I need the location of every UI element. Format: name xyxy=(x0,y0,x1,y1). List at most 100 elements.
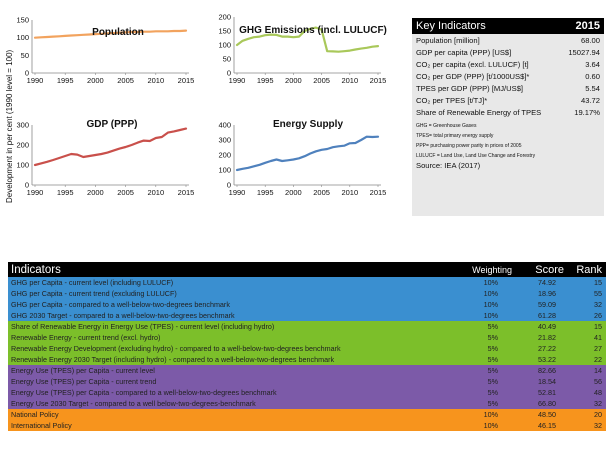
x-tick-label: 2010 xyxy=(147,188,164,197)
indicator-rank: 22 xyxy=(594,355,602,364)
key-indicator-label: GDP per capita (PPP) [US$] xyxy=(416,47,512,57)
key-indicator-row: Population [million] 68.00 xyxy=(412,34,604,46)
key-indicators-year: 2015 xyxy=(575,20,600,32)
chart-title: GDP (PPP) xyxy=(87,119,138,130)
key-indicator-note: GHG = Greenhouse Gases xyxy=(416,123,477,129)
indicator-rank: 15 xyxy=(594,322,602,331)
indicator-weighting: 10% xyxy=(483,289,498,298)
key-indicator-value: 5.54 xyxy=(585,83,600,93)
key-indicator-value: 3.64 xyxy=(585,59,600,69)
x-tick-label: 1990 xyxy=(27,76,44,85)
indicator-weighting: 5% xyxy=(487,322,498,331)
chart-panel: 0 50 100 150 1990 1995 2000 2005 2010 2015 Populat… xyxy=(16,16,194,86)
y-tick-label: 300 xyxy=(16,121,29,130)
series-line xyxy=(33,127,188,167)
indicators-header: Indicators Weighting Score Rank xyxy=(8,262,606,277)
y-tick-label: 50 xyxy=(21,51,29,60)
indicator-label: Share of Renewable Energy in Energy Use … xyxy=(11,322,275,331)
indicator-row: Renewable Energy Development (excluding … xyxy=(8,343,606,354)
key-indicators-rows: Population [million] 68.00 GDP per capita … xyxy=(412,34,604,118)
y-tick-label: 0 xyxy=(227,181,231,190)
indicator-weighting: 10% xyxy=(483,410,498,419)
key-indicator-label: Share of Renewable Energy of TPES xyxy=(416,107,542,117)
key-indicator-note: LULUCF = Land Use, Land Use Change and F… xyxy=(416,153,536,159)
indicator-score: 27.22 xyxy=(538,344,556,353)
indicator-weighting: 5% xyxy=(487,344,498,353)
x-tick-label: 2005 xyxy=(313,76,330,85)
x-tick-label: 2015 xyxy=(178,76,195,85)
x-tick-label: 1990 xyxy=(27,188,44,197)
indicator-label: Renewable Energy 2030 Target (including … xyxy=(11,355,335,364)
y-axis-label: Development in per cent (1990 level = 10… xyxy=(5,49,14,203)
indicator-label: GHG per Capita - current level (includin… xyxy=(11,278,174,287)
indicator-row: Energy Use (TPES) per Capita - current l… xyxy=(8,365,606,376)
chart-panel: 0 100 200 300 1990 1995 2000 2005 2010 2015 GDP (P… xyxy=(16,119,194,197)
indicators-header-rank: Rank xyxy=(576,263,602,276)
x-tick-label: 2000 xyxy=(285,188,302,197)
indicator-label: Renewable Energy Development (excluding … xyxy=(11,344,341,353)
key-indicator-label: TPES per GDP (PPP) [MJ/US$] xyxy=(416,83,524,93)
indicator-row: GHG 2030 Target - compared to a well-bel… xyxy=(8,310,606,321)
indicator-score: 40.49 xyxy=(538,322,556,331)
y-tick-label: 200 xyxy=(218,151,231,160)
chart-panel: 0 50 100 150 200 1990 1995 2000 2005 2010 2015 GHG … xyxy=(218,13,386,86)
indicator-row: Share of Renewable Energy in Energy Use … xyxy=(8,321,606,332)
indicators-header-label: Indicators xyxy=(11,263,61,276)
indicator-weighting: 10% xyxy=(483,311,498,320)
indicator-label: Renewable Energy - current trend (excl. … xyxy=(11,333,161,342)
y-tick-label: 100 xyxy=(16,33,29,42)
indicator-rank: 32 xyxy=(594,399,602,408)
indicator-rank: 32 xyxy=(594,421,602,430)
indicator-rank: 20 xyxy=(594,410,602,419)
x-tick-label: 2000 xyxy=(87,76,104,85)
indicator-weighting: 10% xyxy=(483,300,498,309)
indicator-row: Energy Use (TPES) per Capita - compared … xyxy=(8,387,606,398)
indicator-label: GHG 2030 Target - compared to a well-bel… xyxy=(11,311,235,320)
indicator-score: 46.15 xyxy=(538,421,556,430)
x-tick-label: 2010 xyxy=(341,188,358,197)
indicator-rank: 48 xyxy=(594,388,602,397)
indicator-row: GHG per Capita - compared to a well-belo… xyxy=(8,299,606,310)
key-indicator-label: Population [million] xyxy=(416,35,480,45)
indicator-weighting: 10% xyxy=(483,421,498,430)
key-indicator-label: CO₂ per GDP (PPP) [t/1000US$]* xyxy=(416,71,530,81)
indicator-row: Renewable Energy 2030 Target (including … xyxy=(8,354,606,365)
indicator-rank: 15 xyxy=(594,278,602,287)
indicator-label: International Policy xyxy=(11,421,72,430)
indicators-table: Indicators Weighting Score Rank GHG per … xyxy=(8,262,606,431)
y-tick-label: 100 xyxy=(16,161,29,170)
y-tick-label: 0 xyxy=(25,69,29,78)
y-tick-label: 100 xyxy=(218,166,231,175)
key-indicators-table: Key Indicators 2015 Population [million]… xyxy=(412,18,604,216)
indicator-score: 52.81 xyxy=(538,388,556,397)
indicator-row: Renewable Energy - current trend (excl. … xyxy=(8,332,606,343)
indicator-weighting: 10% xyxy=(483,278,498,287)
indicator-row: GHG per Capita - current level (includin… xyxy=(8,277,606,288)
y-tick-label: 400 xyxy=(218,121,231,130)
indicator-label: Energy Use (TPES) per Capita - compared … xyxy=(11,388,277,397)
indicator-row: Energy Use 2030 Target - compared to a w… xyxy=(8,398,606,409)
x-tick-label: 2015 xyxy=(178,188,195,197)
indicator-rank: 27 xyxy=(594,344,602,353)
indicator-rank: 41 xyxy=(594,333,602,342)
indicator-label: Energy Use (TPES) per Capita - current l… xyxy=(11,366,155,375)
series-line xyxy=(235,26,380,53)
x-tick-label: 2000 xyxy=(87,188,104,197)
indicators-rows: GHG per Capita - current level (includin… xyxy=(8,277,606,431)
key-indicator-note: PPP= purchasing power parity in prices o… xyxy=(416,143,522,149)
x-tick-label: 1995 xyxy=(57,76,74,85)
key-indicator-value: 0.60 xyxy=(585,71,600,81)
indicator-label: GHG per Capita - current trend (excludin… xyxy=(11,289,177,298)
indicator-rank: 55 xyxy=(594,289,602,298)
indicator-score: 48.50 xyxy=(538,410,556,419)
y-tick-label: 50 xyxy=(223,55,231,64)
indicator-rank: 14 xyxy=(594,366,602,375)
indicator-score: 18.54 xyxy=(538,377,556,386)
key-indicator-label: CO₂ per TPES [t/TJ]* xyxy=(416,95,488,105)
key-indicator-row: CO₂ per capita (excl. LULUCF) [t] 3.64 xyxy=(412,58,604,70)
key-indicator-value: 43.72 xyxy=(580,95,600,105)
key-indicator-row: Share of Renewable Energy of TPES 19.17% xyxy=(412,106,604,118)
x-tick-label: 1995 xyxy=(257,76,274,85)
charts-area: Development in per cent (1990 level = 10… xyxy=(5,13,387,204)
y-tick-label: 0 xyxy=(25,181,29,190)
